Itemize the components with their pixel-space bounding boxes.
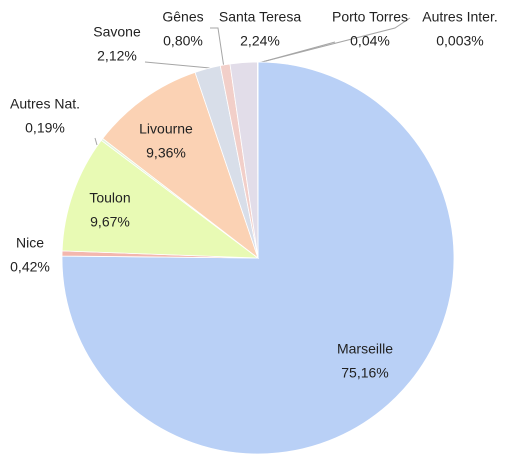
slice-value-label: 0,19%: [25, 120, 65, 136]
slice-value-label: 9,67%: [90, 214, 130, 230]
leader-line: [210, 27, 225, 69]
pie-slice: [61, 139, 260, 259]
slice-label: Autres Nat.: [10, 96, 80, 112]
slice-value-label: 2,12%: [97, 48, 137, 64]
slice-value-label: 2,24%: [240, 33, 280, 49]
slice-value-label: 0,80%: [163, 33, 203, 49]
slice-label: Santa Teresa: [219, 9, 301, 25]
pie-slice: [61, 61, 455, 454]
leader-line: [257, 17, 411, 64]
slice-value-label: 0,04%: [350, 33, 390, 49]
slice-label: Livourne: [139, 121, 193, 137]
leader-line: [94, 137, 98, 146]
slice-label: Gênes: [162, 9, 203, 25]
slice-value-label: 75,16%: [341, 365, 388, 381]
slice-label: Marseille: [337, 341, 393, 357]
slice-label: Toulon: [89, 190, 130, 206]
slice-label: Savone: [93, 24, 141, 40]
slice-value-label: 9,36%: [146, 145, 186, 161]
slice-label: Nice: [16, 235, 44, 251]
slice-value-label: 0,42%: [10, 259, 50, 275]
pie-slice: [102, 71, 259, 260]
slice-value-label: 0,003%: [436, 33, 483, 49]
slice-label: Autres Inter.: [422, 9, 497, 25]
slice-label: Porto Torres: [332, 9, 408, 25]
